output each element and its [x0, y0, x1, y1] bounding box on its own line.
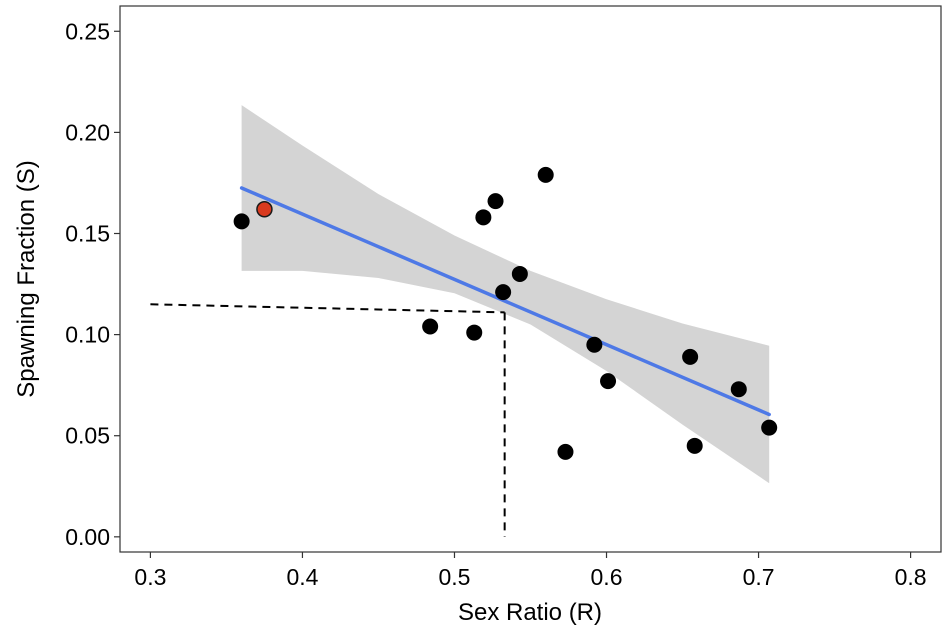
fit-line-layer — [239, 186, 771, 417]
x-tick-label: 0.8 — [895, 564, 927, 590]
data-point — [487, 193, 504, 210]
data-point — [586, 336, 603, 353]
data-point — [466, 324, 483, 341]
x-tick-label: 0.3 — [134, 564, 166, 590]
data-point — [682, 348, 699, 365]
y-tick-label: 0.20 — [65, 119, 110, 145]
y-tick-label: 0.15 — [65, 221, 110, 247]
points-layer — [233, 166, 778, 460]
data-point — [557, 443, 574, 460]
x-axis-title: Sex Ratio (R) — [458, 599, 602, 626]
x-tick-label: 0.6 — [591, 564, 623, 590]
x-tick-label: 0.5 — [438, 564, 470, 590]
y-tick-label: 0.00 — [65, 524, 110, 550]
y-tick-label: 0.05 — [65, 423, 110, 449]
highlighted-point — [256, 200, 273, 218]
data-point — [600, 373, 617, 390]
x-tick-label: 0.4 — [286, 564, 318, 590]
y-tick-label: 0.25 — [65, 18, 110, 44]
y-axis: 0.00 0.05 0.10 0.15 0.20 0.25 — [65, 18, 120, 550]
data-point — [511, 265, 528, 282]
reference-lines-layer — [150, 303, 506, 537]
y-tick-label: 0.10 — [65, 322, 110, 348]
data-point — [537, 166, 554, 183]
data-point — [730, 381, 747, 398]
data-point — [422, 318, 439, 335]
data-point — [233, 213, 250, 230]
y-axis-title: Spawning Fraction (S) — [13, 160, 40, 397]
reference-line-1 — [150, 303, 505, 314]
plot-panel-border — [119, 5, 942, 553]
regression-line — [239, 186, 771, 417]
data-point — [495, 284, 512, 301]
data-point — [686, 437, 703, 454]
x-axis: 0.3 0.4 0.5 0.6 0.7 0.8 — [134, 552, 927, 590]
data-point — [475, 209, 492, 226]
x-tick-label: 0.7 — [743, 564, 775, 590]
data-point — [761, 419, 778, 436]
